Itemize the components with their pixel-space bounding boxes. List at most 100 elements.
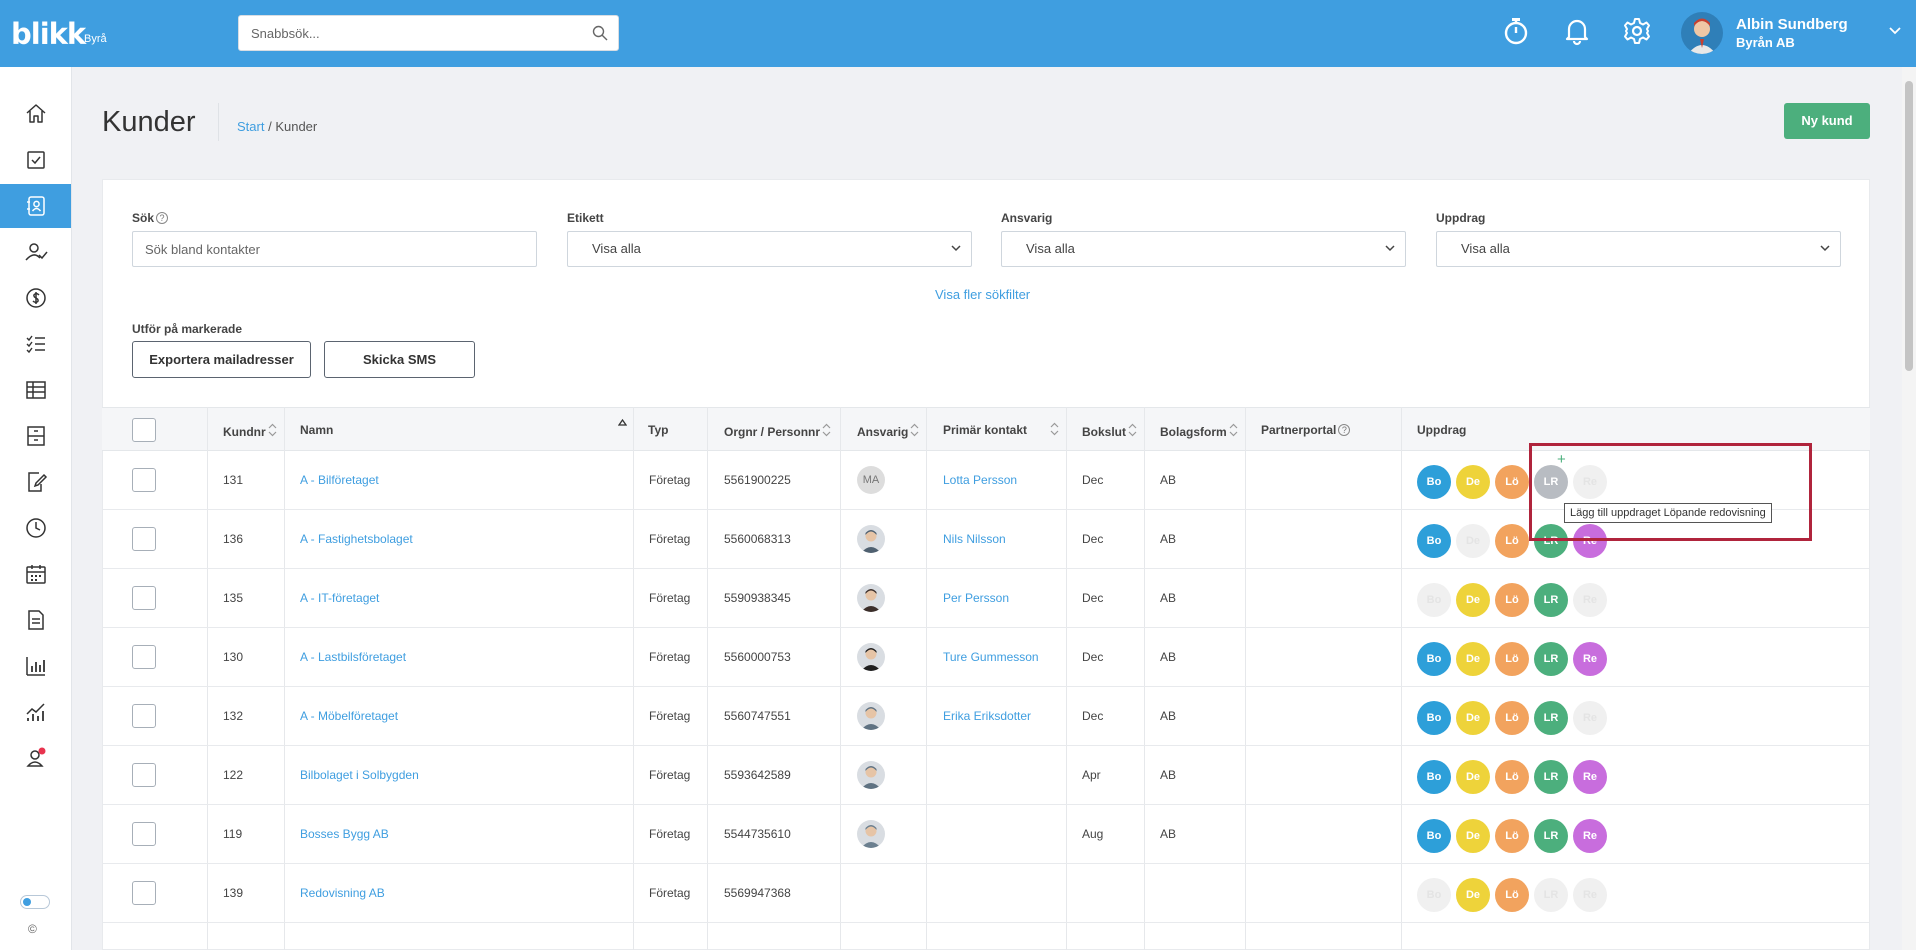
help-icon[interactable]: ?: [1338, 424, 1351, 436]
responsible-avatar[interactable]: [857, 584, 885, 612]
assignment-badge[interactable]: LR: [1534, 642, 1568, 676]
assignment-badge[interactable]: Lö: [1495, 701, 1529, 735]
user-avatar[interactable]: [1681, 12, 1723, 54]
col-header-closing[interactable]: Bokslut: [1082, 423, 1137, 439]
bell-icon[interactable]: [1563, 16, 1591, 46]
primary-contact-link[interactable]: Lotta Persson: [943, 473, 1018, 487]
sidebar-item-time[interactable]: [0, 506, 71, 550]
primary-contact-link[interactable]: Per Persson: [943, 591, 1010, 605]
sidebar-item-archive[interactable]: [0, 414, 71, 458]
assignment-badge[interactable]: De: [1456, 583, 1490, 617]
select-all-checkbox[interactable]: [132, 418, 156, 442]
customer-name-link[interactable]: A - Lastbilsföretaget: [300, 650, 407, 664]
assignment-badge[interactable]: LR: [1534, 465, 1568, 499]
responsible-avatar[interactable]: [857, 761, 885, 789]
assignment-badge[interactable]: Re: [1573, 465, 1607, 499]
assignment-badge[interactable]: LR: [1534, 583, 1568, 617]
chevron-down-icon[interactable]: [1889, 26, 1901, 36]
customer-name-link[interactable]: A - Bilföretaget: [300, 473, 379, 487]
page-scrollbar[interactable]: [1902, 67, 1916, 950]
sidebar-item-checklist[interactable]: [0, 322, 71, 366]
sidebar-item-analytics[interactable]: [0, 690, 71, 734]
assignment-badge[interactable]: Bo: [1417, 465, 1451, 499]
row-checkbox[interactable]: [132, 527, 156, 551]
assignment-badge[interactable]: Lö: [1495, 760, 1529, 794]
assignment-badge[interactable]: Re: [1573, 760, 1607, 794]
export-emails-button[interactable]: Exportera mailadresser: [132, 341, 311, 378]
row-checkbox[interactable]: [132, 763, 156, 787]
breadcrumb-start[interactable]: Start: [237, 119, 265, 134]
table-row[interactable]: 122 Bilbolaget i Solbygden Företag 55936425…: [102, 746, 1870, 805]
more-filters-link[interactable]: Visa fler sökfilter: [935, 287, 1031, 302]
help-icon[interactable]: ?: [156, 212, 169, 224]
primary-contact-link[interactable]: Nils Nilsson: [943, 532, 1006, 546]
sidebar-item-reports[interactable]: [0, 644, 71, 688]
responsible-avatar[interactable]: [857, 820, 885, 848]
assignment-badge[interactable]: Lö: [1495, 878, 1529, 912]
col-header-company-form[interactable]: Bolagsform: [1160, 423, 1238, 439]
sidebar-item-advisor[interactable]: [0, 736, 71, 780]
row-checkbox[interactable]: [132, 881, 156, 905]
table-row[interactable]: 130 A - Lastbilsföretaget Företag 556000075…: [102, 628, 1870, 687]
row-checkbox[interactable]: [132, 586, 156, 610]
primary-contact-link[interactable]: Ture Gummesson: [943, 650, 1039, 664]
gear-icon[interactable]: [1622, 16, 1652, 46]
assignment-badge[interactable]: Bo: [1417, 760, 1451, 794]
send-sms-button[interactable]: Skicka SMS: [324, 341, 475, 378]
new-customer-button[interactable]: Ny kund: [1784, 103, 1870, 139]
table-row[interactable]: 136 A - Fastighetsbolaget Företag 556006831…: [102, 510, 1870, 569]
sort-icon[interactable]: [1050, 422, 1059, 436]
table-row[interactable]: 132 A - Möbelföretaget Företag 5560747551 Er…: [102, 687, 1870, 746]
tag-filter-select[interactable]: Visa alla: [567, 231, 972, 267]
assignment-badge[interactable]: Lö: [1495, 465, 1529, 499]
assignment-badge[interactable]: Lö: [1495, 819, 1529, 853]
table-row[interactable]: 119 Bosses Bygg AB Företag 5544735610 Aug AB B…: [102, 805, 1870, 864]
primary-contact-link[interactable]: Erika Eriksdotter: [943, 709, 1032, 723]
assignment-badge[interactable]: De: [1456, 642, 1490, 676]
assignment-badge[interactable]: Re: [1573, 878, 1607, 912]
sidebar-item-tasks[interactable]: [0, 138, 71, 182]
contact-search-input[interactable]: [132, 231, 537, 267]
theme-toggle[interactable]: [20, 895, 50, 909]
stopwatch-icon[interactable]: [1502, 16, 1530, 46]
assignment-filter-select[interactable]: Visa alla: [1436, 231, 1841, 267]
row-checkbox[interactable]: [132, 822, 156, 846]
customer-name-link[interactable]: Bosses Bygg AB: [300, 827, 389, 841]
responsible-avatar[interactable]: [857, 702, 885, 730]
row-checkbox[interactable]: [132, 468, 156, 492]
sidebar-item-user-check[interactable]: [0, 230, 71, 274]
assignment-badge[interactable]: De: [1456, 524, 1490, 558]
sidebar-item-documents[interactable]: [0, 598, 71, 642]
col-header-name[interactable]: Namn: [300, 423, 334, 437]
responsible-avatar[interactable]: MA: [857, 466, 885, 494]
col-header-responsible[interactable]: Ansvarig: [857, 423, 919, 439]
quick-search-input[interactable]: [239, 16, 569, 50]
sidebar-item-calendar[interactable]: [0, 552, 71, 596]
search-icon[interactable]: [592, 25, 608, 41]
assignment-badge[interactable]: Bo: [1417, 819, 1451, 853]
sidebar-item-finance[interactable]: [0, 276, 71, 320]
customer-name-link[interactable]: Redovisning AB: [300, 886, 385, 900]
sidebar-item-table[interactable]: [0, 368, 71, 412]
assignment-badge[interactable]: De: [1456, 878, 1490, 912]
sidebar-item-sign[interactable]: [0, 460, 71, 504]
assignment-badge[interactable]: Bo: [1417, 701, 1451, 735]
table-row[interactable]: 131 A - Bilföretaget Företag 5561900225 MA Lo…: [102, 451, 1870, 510]
customer-name-link[interactable]: Bilbolaget i Solbygden: [300, 768, 419, 782]
assignment-badge[interactable]: Bo: [1417, 583, 1451, 617]
assignment-badge[interactable]: LR: [1534, 760, 1568, 794]
assignment-badge[interactable]: De: [1456, 701, 1490, 735]
assignment-badge[interactable]: Re: [1573, 701, 1607, 735]
assignment-badge[interactable]: Lö: [1495, 583, 1529, 617]
assignment-badge[interactable]: De: [1456, 819, 1490, 853]
responsible-avatar[interactable]: [857, 643, 885, 671]
sidebar-item-home[interactable]: [0, 92, 71, 136]
table-row[interactable]: 135 A - IT-företaget Företag 5590938345 Per …: [102, 569, 1870, 628]
assignment-badge[interactable]: LR: [1534, 819, 1568, 853]
row-checkbox[interactable]: [132, 704, 156, 728]
assignment-badge[interactable]: LR: [1534, 701, 1568, 735]
assignment-badge[interactable]: Re: [1573, 819, 1607, 853]
row-checkbox[interactable]: [132, 645, 156, 669]
assignment-badge[interactable]: Lö: [1495, 642, 1529, 676]
scrollbar-thumb[interactable]: [1905, 81, 1913, 371]
